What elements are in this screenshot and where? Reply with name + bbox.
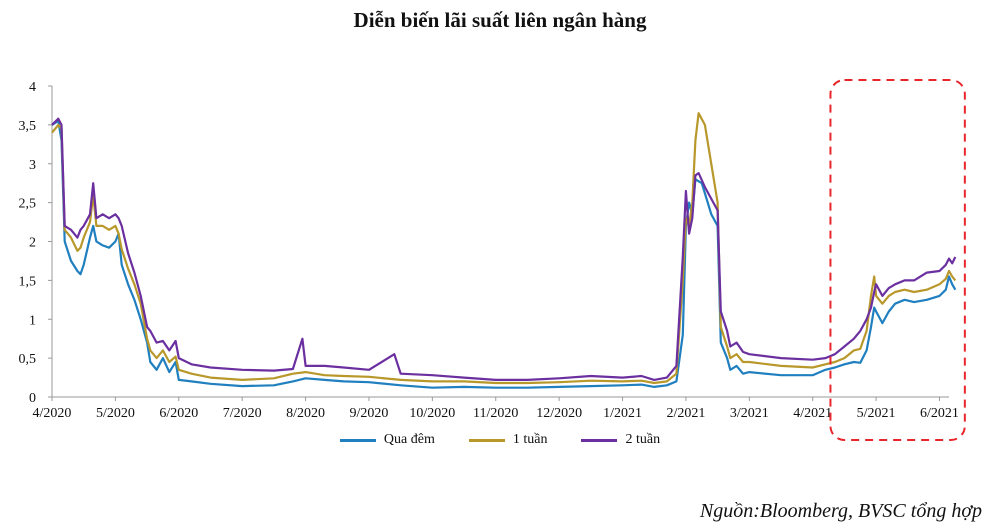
y-tick-label: 2,5 [19, 197, 37, 212]
x-tick-label: 4/2021 [793, 406, 832, 421]
legend: Qua đêm 1 tuần 2 tuần [0, 432, 1000, 448]
x-tick-label: 2/2021 [666, 406, 705, 421]
x-tick-label: 5/2021 [857, 406, 896, 421]
x-tick-label: 10/2020 [409, 406, 455, 421]
series-line-1 [51, 112, 957, 385]
x-tick-label: 9/2020 [350, 406, 389, 421]
y-tick-label: 3 [29, 158, 36, 173]
x-tick-label: 3/2021 [730, 406, 769, 421]
highlight-box [829, 79, 966, 441]
series-line-0 [51, 119, 957, 389]
source-note: Nguồn:Bloomberg, BVSC tổng hợp [699, 500, 982, 522]
legend-label-qua-dem: Qua đêm [383, 432, 435, 447]
x-axis: 4/2020 5/2020 6/2020 7/2020 8/2020 9/2020 10/2… [33, 396, 959, 421]
x-tick-label: 5/2020 [96, 406, 135, 421]
y-tick-label: 4 [29, 80, 36, 95]
x-tick-label: 4/2020 [33, 406, 72, 421]
legend-swatch-qua-dem [339, 438, 376, 442]
legend-label-2-tuan: 2 tuần [625, 432, 661, 447]
legend-item-2-tuan: 2 tuần [581, 432, 660, 448]
y-tick-label: 0,5 [19, 352, 37, 367]
x-tick-label: 1/2021 [603, 406, 642, 421]
y-tick-label: 3,5 [19, 119, 37, 134]
x-tick-label: 8/2020 [286, 406, 325, 421]
y-tick-label: 2 [29, 236, 36, 251]
series-layer [51, 112, 957, 389]
y-axis: 0 0,5 1 1,5 2 2,5 3 3,5 4 [19, 80, 53, 406]
legend-swatch-1-tuan [468, 438, 505, 442]
x-tick-label: 6/2021 [920, 406, 959, 421]
legend-item-1-tuan: 1 tuần [468, 432, 548, 448]
legend-swatch-2-tuan [581, 438, 618, 442]
x-tick-label: 12/2020 [536, 406, 582, 421]
y-tick-label: 1 [29, 313, 36, 328]
y-tick-label: 1,5 [19, 274, 37, 289]
legend-item-qua-dem: Qua đêm [339, 432, 435, 448]
x-tick-label: 7/2020 [223, 406, 262, 421]
x-tick-label: 6/2020 [159, 406, 198, 421]
legend-label-1-tuan: 1 tuần [512, 432, 548, 447]
chart-title: Diễn biến lãi suất liên ngân hàng [353, 8, 647, 32]
y-tick-label: 0 [29, 391, 36, 406]
x-tick-label: 11/2020 [473, 406, 518, 421]
series-line-2 [51, 117, 957, 381]
highlight-layer [829, 79, 966, 441]
